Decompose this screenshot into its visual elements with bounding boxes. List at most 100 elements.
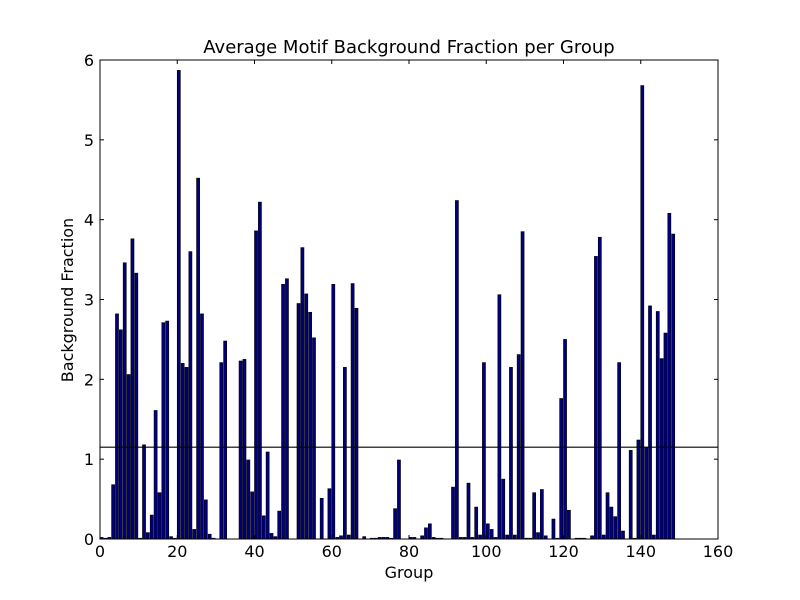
bar	[146, 532, 150, 540]
bar	[161, 322, 166, 540]
y-tick-label: 5	[84, 131, 94, 150]
bar	[350, 283, 355, 540]
bar	[667, 212, 672, 540]
bar	[111, 484, 115, 540]
bar	[505, 534, 509, 540]
bar	[474, 506, 479, 540]
bar	[613, 516, 618, 540]
bar	[652, 534, 656, 540]
bar	[250, 491, 255, 540]
y-tick-label: 6	[84, 51, 94, 70]
bar	[609, 506, 614, 540]
x-tick-label: 160	[703, 542, 734, 561]
bar	[648, 305, 652, 540]
y-tick-label: 3	[84, 291, 94, 310]
bar	[223, 340, 227, 540]
bar	[277, 510, 282, 540]
bar	[184, 367, 189, 540]
bar	[478, 534, 482, 540]
bar	[655, 311, 660, 540]
bar	[134, 272, 139, 540]
bar	[559, 398, 564, 540]
x-tick-label: 40	[244, 542, 264, 561]
bar	[203, 499, 208, 540]
bar	[319, 497, 324, 540]
bar	[540, 489, 544, 540]
bar	[119, 329, 123, 540]
bar	[428, 523, 432, 540]
bar	[482, 362, 486, 540]
y-axis-label: Background Fraction	[58, 218, 77, 382]
bar	[176, 70, 181, 540]
bar	[489, 529, 494, 540]
y-tick-label: 2	[84, 370, 94, 389]
bar	[258, 201, 262, 540]
bar	[605, 492, 610, 540]
bar	[393, 508, 397, 540]
bar	[157, 492, 162, 540]
bar	[424, 527, 428, 540]
bar	[509, 367, 513, 540]
bar	[567, 509, 571, 540]
bar	[300, 247, 305, 540]
bar	[563, 339, 567, 540]
bar	[331, 284, 336, 540]
bar	[126, 374, 131, 540]
bar	[644, 446, 649, 540]
bar	[296, 303, 301, 540]
bar	[219, 362, 224, 540]
bar	[501, 478, 506, 540]
y-tick-label: 1	[84, 450, 94, 469]
bar	[207, 533, 212, 540]
bar	[536, 532, 540, 540]
bar	[254, 230, 258, 540]
bar	[455, 200, 459, 540]
bar	[312, 337, 316, 540]
bar	[165, 320, 170, 540]
bar	[671, 233, 676, 540]
bar	[594, 256, 598, 540]
bar	[597, 236, 602, 540]
bar	[242, 359, 247, 540]
bar	[636, 439, 641, 540]
bar	[601, 534, 606, 540]
bar	[343, 367, 347, 540]
bar	[551, 518, 556, 540]
bar	[304, 293, 309, 540]
bar	[285, 278, 289, 540]
bar	[327, 488, 332, 540]
x-tick-label: 120	[548, 542, 579, 561]
bar	[451, 486, 455, 540]
bar	[520, 231, 525, 540]
bar	[640, 85, 645, 540]
bar	[397, 459, 401, 540]
bar	[532, 492, 536, 540]
bar	[192, 529, 197, 540]
bar	[180, 363, 185, 540]
bar	[663, 332, 668, 540]
bar	[130, 238, 135, 540]
bar	[115, 313, 119, 540]
x-tick-label: 100	[471, 542, 502, 561]
bar	[354, 307, 359, 540]
y-tick-label: 0	[84, 530, 94, 549]
bar	[200, 313, 204, 540]
bar	[246, 459, 251, 540]
bar	[308, 311, 312, 540]
bar	[238, 360, 243, 540]
bar	[188, 251, 193, 540]
bar	[659, 358, 664, 540]
x-axis-label: Group	[385, 563, 434, 582]
bar	[346, 534, 351, 540]
x-tick-label: 80	[399, 542, 419, 561]
bar	[617, 362, 621, 540]
chart-title: Average Motif Background Fraction per Gr…	[203, 37, 614, 58]
bar	[261, 515, 266, 540]
bar	[628, 450, 633, 540]
y-tick-label: 4	[84, 211, 94, 230]
x-tick-label: 60	[322, 542, 342, 561]
bar	[269, 533, 274, 540]
x-tick-label: 140	[625, 542, 656, 561]
bar	[149, 514, 154, 540]
